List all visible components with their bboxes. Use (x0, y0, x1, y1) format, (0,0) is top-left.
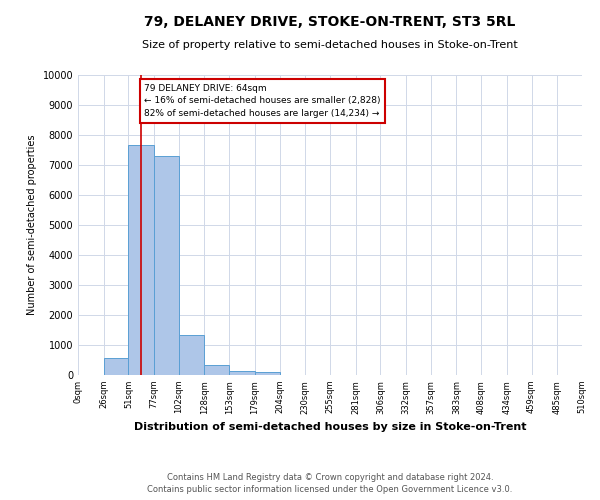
Text: 79 DELANEY DRIVE: 64sqm
← 16% of semi-detached houses are smaller (2,828)
82% of: 79 DELANEY DRIVE: 64sqm ← 16% of semi-de… (144, 84, 381, 118)
Bar (255, 372, 280, 375)
Text: Contains HM Land Registry data © Crown copyright and database right 2024.: Contains HM Land Registry data © Crown c… (167, 472, 493, 482)
Bar (128, 146, 154, 375)
Bar (104, 358, 128, 375)
Y-axis label: Number of semi-detached properties: Number of semi-detached properties (27, 134, 37, 316)
Bar (179, 334, 205, 375)
Text: Size of property relative to semi-detached houses in Stoke-on-Trent: Size of property relative to semi-detach… (142, 40, 518, 50)
Bar (154, 156, 179, 375)
Text: Contains public sector information licensed under the Open Government Licence v3: Contains public sector information licen… (148, 485, 512, 494)
X-axis label: Distribution of semi-detached houses by size in Stoke-on-Trent: Distribution of semi-detached houses by … (134, 422, 526, 432)
Text: 79, DELANEY DRIVE, STOKE-ON-TRENT, ST3 5RL: 79, DELANEY DRIVE, STOKE-ON-TRENT, ST3 5… (145, 15, 515, 29)
Bar (205, 366, 229, 375)
Bar (229, 371, 255, 375)
